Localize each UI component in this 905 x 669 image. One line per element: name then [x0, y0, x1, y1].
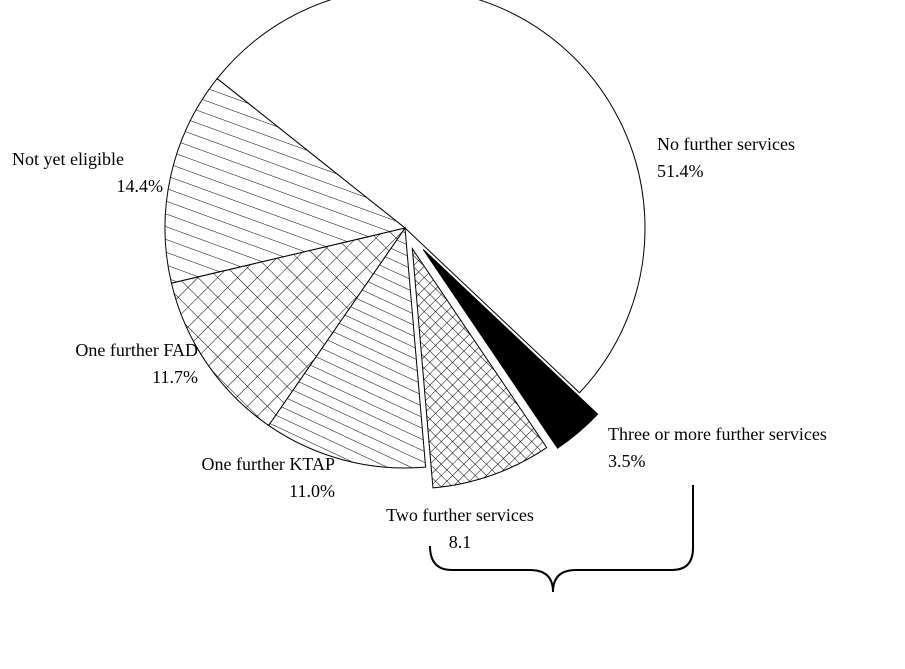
pie — [164, 0, 646, 489]
pie-slice — [216, 0, 646, 394]
slice-label: One further KTAP — [201, 454, 335, 474]
slice-value: 3.5% — [608, 451, 646, 471]
slice-label: Not yet eligible — [12, 149, 124, 169]
slice-value: 8.1 — [449, 532, 472, 552]
slice-label: Three or more further services — [608, 424, 827, 444]
pie-slice — [411, 246, 548, 489]
slice-label: Two further services — [386, 505, 534, 525]
slice-label: No further services — [657, 134, 795, 154]
bracket — [429, 485, 694, 593]
slice-value: 11.7% — [152, 367, 198, 387]
slice-value: 14.4% — [117, 176, 164, 196]
pie-slice — [170, 227, 407, 427]
slice-value: 51.4% — [657, 161, 704, 181]
slice-value: 11.0% — [289, 481, 335, 501]
slice-label: One further FAD — [75, 340, 198, 360]
pie-slice — [164, 77, 407, 284]
pie-slice — [267, 226, 427, 469]
pie-slice — [422, 248, 599, 449]
